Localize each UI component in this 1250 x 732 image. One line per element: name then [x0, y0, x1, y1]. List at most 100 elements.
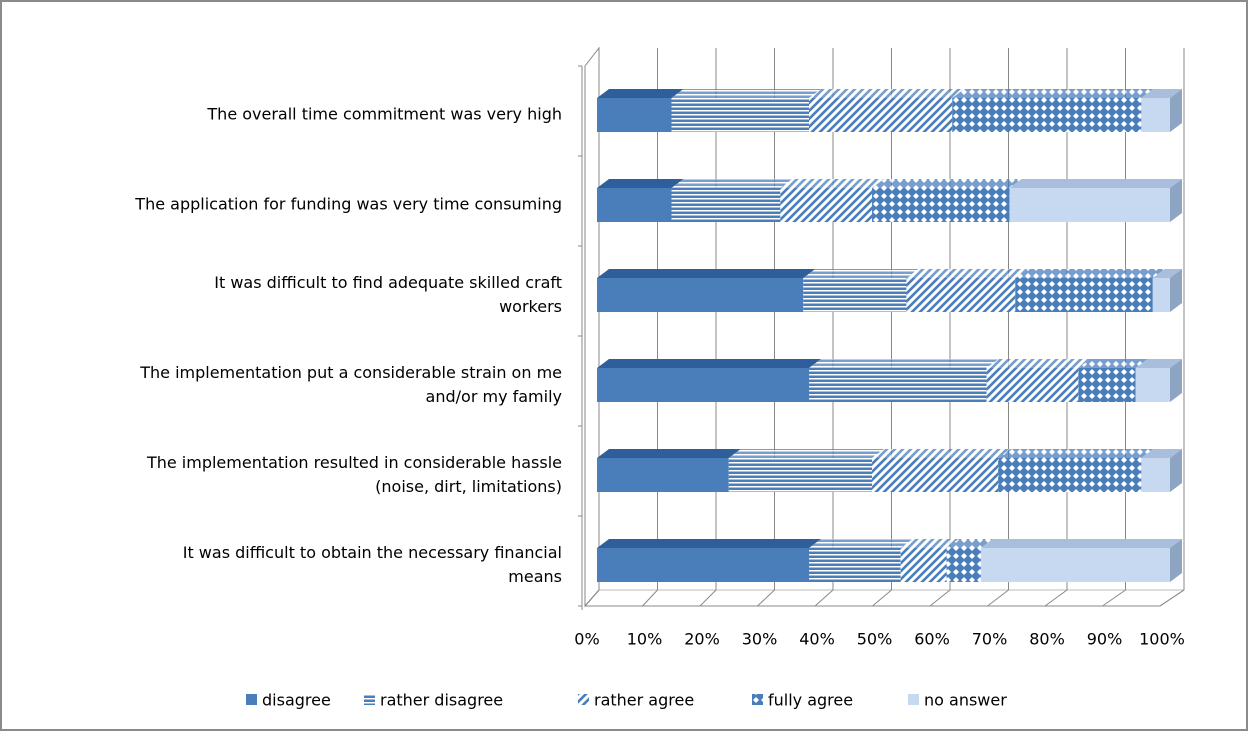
bar-top — [1141, 89, 1182, 98]
bar-segment — [809, 368, 987, 402]
bar-end — [1170, 269, 1182, 312]
y-tick-label: It was difficult to find adequate skille… — [214, 273, 562, 316]
bar-top — [952, 89, 1154, 98]
x-tick-label: 30% — [742, 630, 778, 649]
legend-swatch — [908, 694, 919, 705]
bar-segment — [597, 458, 729, 492]
legend-swatch — [578, 694, 589, 705]
x-tick-label: 70% — [972, 630, 1008, 649]
bar-top — [809, 89, 965, 98]
bar-segment — [986, 368, 1079, 402]
legend-swatch — [752, 694, 763, 705]
bar-top — [872, 179, 1022, 188]
floor-grid-line — [642, 589, 658, 607]
bar-segment — [1152, 278, 1170, 312]
bar-segment — [597, 548, 810, 582]
floor-grid-line — [1159, 589, 1185, 607]
y-tick-label: It was difficult to obtain the necessary… — [183, 543, 562, 586]
bar-end — [1170, 179, 1182, 222]
bar-end — [1170, 539, 1182, 582]
bar-top — [803, 269, 919, 278]
floor-grid-line — [757, 589, 775, 607]
bar-top — [597, 449, 741, 458]
bar-segment — [872, 458, 999, 492]
bar-top — [900, 539, 959, 548]
bar-end — [1170, 449, 1182, 492]
bar-top — [809, 539, 913, 548]
x-tick-label: 100% — [1139, 630, 1185, 649]
x-tick-label: 60% — [914, 630, 950, 649]
x-tick-label: 80% — [1029, 630, 1065, 649]
bar-top — [671, 89, 822, 98]
bar-segment — [1141, 98, 1170, 132]
x-tick-label: 0% — [574, 630, 599, 649]
legend-label: rather agree — [594, 691, 694, 710]
floor-grid-line — [929, 589, 951, 607]
legend-swatch — [364, 694, 375, 705]
bar-top — [1135, 359, 1182, 368]
legend-label: disagree — [262, 691, 331, 710]
bar-segment — [1015, 278, 1153, 312]
bar-segment — [1009, 188, 1170, 222]
y-tick-label: The application for funding was very tim… — [134, 195, 562, 214]
bar-top — [980, 539, 1182, 548]
floor-grid-line — [987, 589, 1009, 607]
bar-segment — [900, 548, 947, 582]
legend-label: rather disagree — [380, 691, 503, 710]
bar-top — [1141, 449, 1182, 458]
bar-segment — [872, 188, 1010, 222]
x-tick-label: 40% — [799, 630, 835, 649]
y-tick-label: The overall time commitment was very hig… — [206, 105, 562, 124]
bar-top — [1152, 269, 1182, 278]
legend-label: no answer — [924, 691, 1007, 710]
x-tick-label: 10% — [627, 630, 663, 649]
bar-segment — [780, 188, 873, 222]
bar-top — [946, 539, 993, 548]
bar-top — [1009, 179, 1182, 188]
bar-segment — [998, 458, 1142, 492]
bar-segment — [809, 98, 953, 132]
bar-top — [728, 449, 885, 458]
y-tick-label: The implementation resulted in considera… — [146, 453, 562, 496]
bar-segment — [671, 188, 781, 222]
bar-top — [597, 359, 822, 368]
floor-grid-line — [1044, 589, 1068, 607]
bar-segment — [1141, 458, 1170, 492]
bar-segment — [728, 458, 873, 492]
bar-top — [1078, 359, 1148, 368]
bar-end — [1170, 359, 1182, 402]
bar-top — [1015, 269, 1165, 278]
floor-grid-line — [1102, 589, 1126, 607]
bar-segment — [597, 98, 672, 132]
bar-top — [780, 179, 885, 188]
legend-swatch — [246, 694, 257, 705]
bar-top — [809, 359, 999, 368]
bar-segment — [597, 188, 672, 222]
bar-segment — [980, 548, 1170, 582]
x-tick-label: 50% — [857, 630, 893, 649]
bar-top — [671, 179, 793, 188]
y-tick-label: The implementation put a considerable st… — [139, 363, 562, 406]
bar-segment — [906, 278, 1016, 312]
bar-top — [597, 539, 822, 548]
bar-top — [597, 179, 684, 188]
floor-grid-line — [699, 589, 717, 607]
bar-segment — [597, 368, 810, 402]
bar-segment — [946, 548, 981, 582]
bar-top — [906, 269, 1028, 278]
bar-segment — [597, 278, 804, 312]
floor-grid-line — [872, 589, 892, 607]
bar-segment — [1078, 368, 1136, 402]
bar-segment — [803, 278, 907, 312]
bar-segment — [809, 548, 901, 582]
bar-segment — [671, 98, 810, 132]
bar-top — [986, 359, 1091, 368]
x-tick-label: 20% — [684, 630, 720, 649]
bar-segment — [952, 98, 1142, 132]
legend-label: fully agree — [768, 691, 853, 710]
floor-grid-line — [584, 589, 600, 607]
x-tick-label: 90% — [1087, 630, 1123, 649]
bar-top — [597, 89, 684, 98]
bar-top — [998, 449, 1154, 458]
